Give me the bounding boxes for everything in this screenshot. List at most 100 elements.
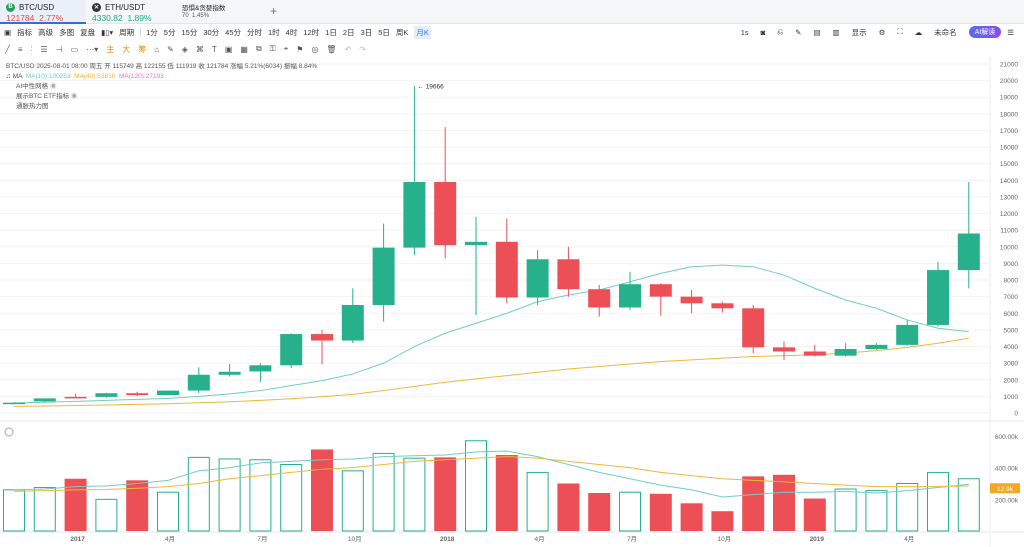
candle-body <box>865 344 888 350</box>
period-30m[interactable]: 30分 <box>203 27 220 37</box>
toolbar-advanced[interactable]: 高级 <box>38 27 54 37</box>
period-5m[interactable]: 5分 <box>163 27 176 37</box>
tab-btc-usd[interactable]: B BTC/USD 121784 2.77% <box>0 0 86 24</box>
time-tick-label: 2017 <box>70 536 85 543</box>
display-button[interactable]: 显示 <box>851 27 867 37</box>
period-4h[interactable]: 4时 <box>285 27 298 37</box>
eye-icon[interactable]: ◉ <box>49 83 57 90</box>
clone-icon[interactable]: ⧉ <box>255 44 262 53</box>
indicator-ai-grid[interactable]: AI中性网格 <box>16 83 49 90</box>
refresh-interval[interactable]: 1s <box>740 27 749 37</box>
volume-ma-b <box>13 456 969 492</box>
price-tick-label: 10000 <box>1000 244 1018 251</box>
parallel-channel-icon[interactable]: ⫶ <box>30 44 33 53</box>
eye-icon[interactable]: ◉ <box>70 93 78 100</box>
bell-icon[interactable]: ♫ <box>6 73 11 80</box>
calendar-icon[interactable]: ▦ <box>240 44 248 54</box>
candle-body <box>434 181 457 246</box>
trendline-icon[interactable]: ╱ <box>5 44 10 54</box>
candle-body <box>834 349 857 356</box>
price-tick-label: 9000 <box>1004 261 1019 268</box>
volume-bar <box>495 455 518 531</box>
toolbar-period[interactable]: 周期 <box>119 27 135 37</box>
fullscreen-icon[interactable]: ⛶ <box>897 27 903 36</box>
period-week[interactable]: 周K <box>395 27 409 37</box>
candle-body <box>3 402 25 405</box>
candle-body <box>33 398 56 402</box>
period-45m[interactable]: 45分 <box>225 27 241 37</box>
price-tick-label: 17000 <box>1000 128 1018 135</box>
price-tick-label: 6000 <box>1004 311 1019 318</box>
settings-icon[interactable]: ⚙ <box>878 27 886 37</box>
period-1m[interactable]: 1分 <box>146 27 158 37</box>
time-axis: 2017 4月 7月 10月 2018 4月 7月 10月 2019 4月 <box>70 535 914 543</box>
period-1h[interactable]: 1时 <box>268 27 280 37</box>
volume-tick-label: 600.00k <box>995 434 1019 441</box>
large-order-toggle[interactable]: 大 <box>122 44 131 54</box>
volume-bar <box>218 458 241 532</box>
horizontal-line-icon[interactable]: ≡ <box>17 44 23 54</box>
chart-info-panel: BTC/USD 2025-08-01 08:00 周五 开 115749 高 1… <box>6 62 317 112</box>
period-2d[interactable]: 2日 <box>342 27 355 37</box>
undo-arrow-icon[interactable]: ↶ <box>344 44 352 54</box>
layout-name[interactable]: 未命名 <box>934 27 957 37</box>
measure-icon[interactable]: ⌘ <box>195 44 204 54</box>
document-icon[interactable]: ▤ <box>813 27 821 37</box>
indicator-inflation-heatmap[interactable]: 通胀热力图 <box>16 103 49 110</box>
magnet-icon[interactable]: ⌂ <box>154 44 160 54</box>
edit-icon[interactable]: ✎ <box>795 27 802 37</box>
redo-arrow-icon[interactable]: ↷ <box>359 44 366 54</box>
main-chart-toggle[interactable]: 主 <box>106 44 115 54</box>
period-timeline[interactable]: 分时 <box>247 27 262 37</box>
time-tick-label: 4月 <box>904 535 914 543</box>
volume-bar <box>742 476 765 531</box>
pencil-icon[interactable]: ✎ <box>167 44 174 54</box>
toolbar-indicator[interactable]: 指标 <box>17 27 33 37</box>
text-icon[interactable]: T <box>211 44 217 54</box>
chart-type-icon[interactable]: ▮▯▾ <box>101 27 114 37</box>
indicator-btc-etf[interactable]: 展示BTC ETF指标 <box>16 93 70 100</box>
more-tools-icon[interactable]: ⋯▾ <box>86 44 99 54</box>
undo-icon[interactable]: ⎌ <box>777 27 784 36</box>
tab-change: 2.77% <box>39 13 64 23</box>
candle-body <box>649 284 672 297</box>
period-5d[interactable]: 5日 <box>378 27 390 37</box>
pattern-icon[interactable]: ▣ <box>224 44 233 54</box>
lock-icon[interactable]: ⚿ <box>269 44 276 53</box>
candle-body <box>64 396 87 399</box>
period-3d[interactable]: 3日 <box>360 27 373 37</box>
cloud-icon[interactable]: ☁ <box>914 27 923 37</box>
eraser-icon[interactable]: ◈ <box>181 44 188 54</box>
ruler-icon[interactable]: ⌖ <box>283 44 289 53</box>
camera-icon[interactable]: ◙ <box>760 27 766 37</box>
candle-body <box>465 241 487 246</box>
ray-icon[interactable]: ⊣ <box>55 44 63 54</box>
chip-toggle[interactable]: 筹 <box>138 44 147 54</box>
candle-body <box>557 259 580 290</box>
add-tab-icon[interactable]: + <box>270 4 278 18</box>
period-12h[interactable]: 12时 <box>303 27 320 37</box>
tab-name: 恐惧&贪婪指数 <box>182 5 226 12</box>
price-tick-label: 19000 <box>1000 95 1018 102</box>
candle-body <box>680 296 703 304</box>
toolbar-multi-chart[interactable]: 多图 <box>59 27 75 37</box>
toolbar-replay[interactable]: 复盘 <box>80 27 96 37</box>
tab-fear-greed[interactable]: 恐惧&贪婪指数 70 1.45% <box>176 0 266 24</box>
display-icon[interactable]: ▥ <box>832 27 840 37</box>
period-month[interactable]: 月K <box>414 25 431 39</box>
rectangle-icon[interactable]: ▭ <box>70 44 79 54</box>
hide-icon[interactable]: ◎ <box>311 44 319 54</box>
flag-icon[interactable]: ⚑ <box>296 44 304 54</box>
price-chart[interactable]: 2100020000190001800017000160001500014000… <box>0 56 1024 547</box>
period-15m[interactable]: 15分 <box>181 27 198 37</box>
volume-bar <box>773 474 795 531</box>
tab-eth-usdt[interactable]: ✕ ETH/USDT 4330.82 1.89% <box>86 0 176 24</box>
indicator-icon[interactable]: ▣ <box>4 27 12 37</box>
ai-interpret-button[interactable]: AI解读 <box>968 26 1002 38</box>
delete-icon[interactable]: 🗑 <box>326 44 337 54</box>
menu-icon[interactable]: ☰ <box>1007 27 1014 37</box>
period-1d[interactable]: 1日 <box>325 27 337 37</box>
time-tick-label: 4月 <box>535 535 545 543</box>
volume-tick-label: 400.00k <box>995 466 1019 473</box>
fib-icon[interactable]: ☰ <box>40 44 48 54</box>
